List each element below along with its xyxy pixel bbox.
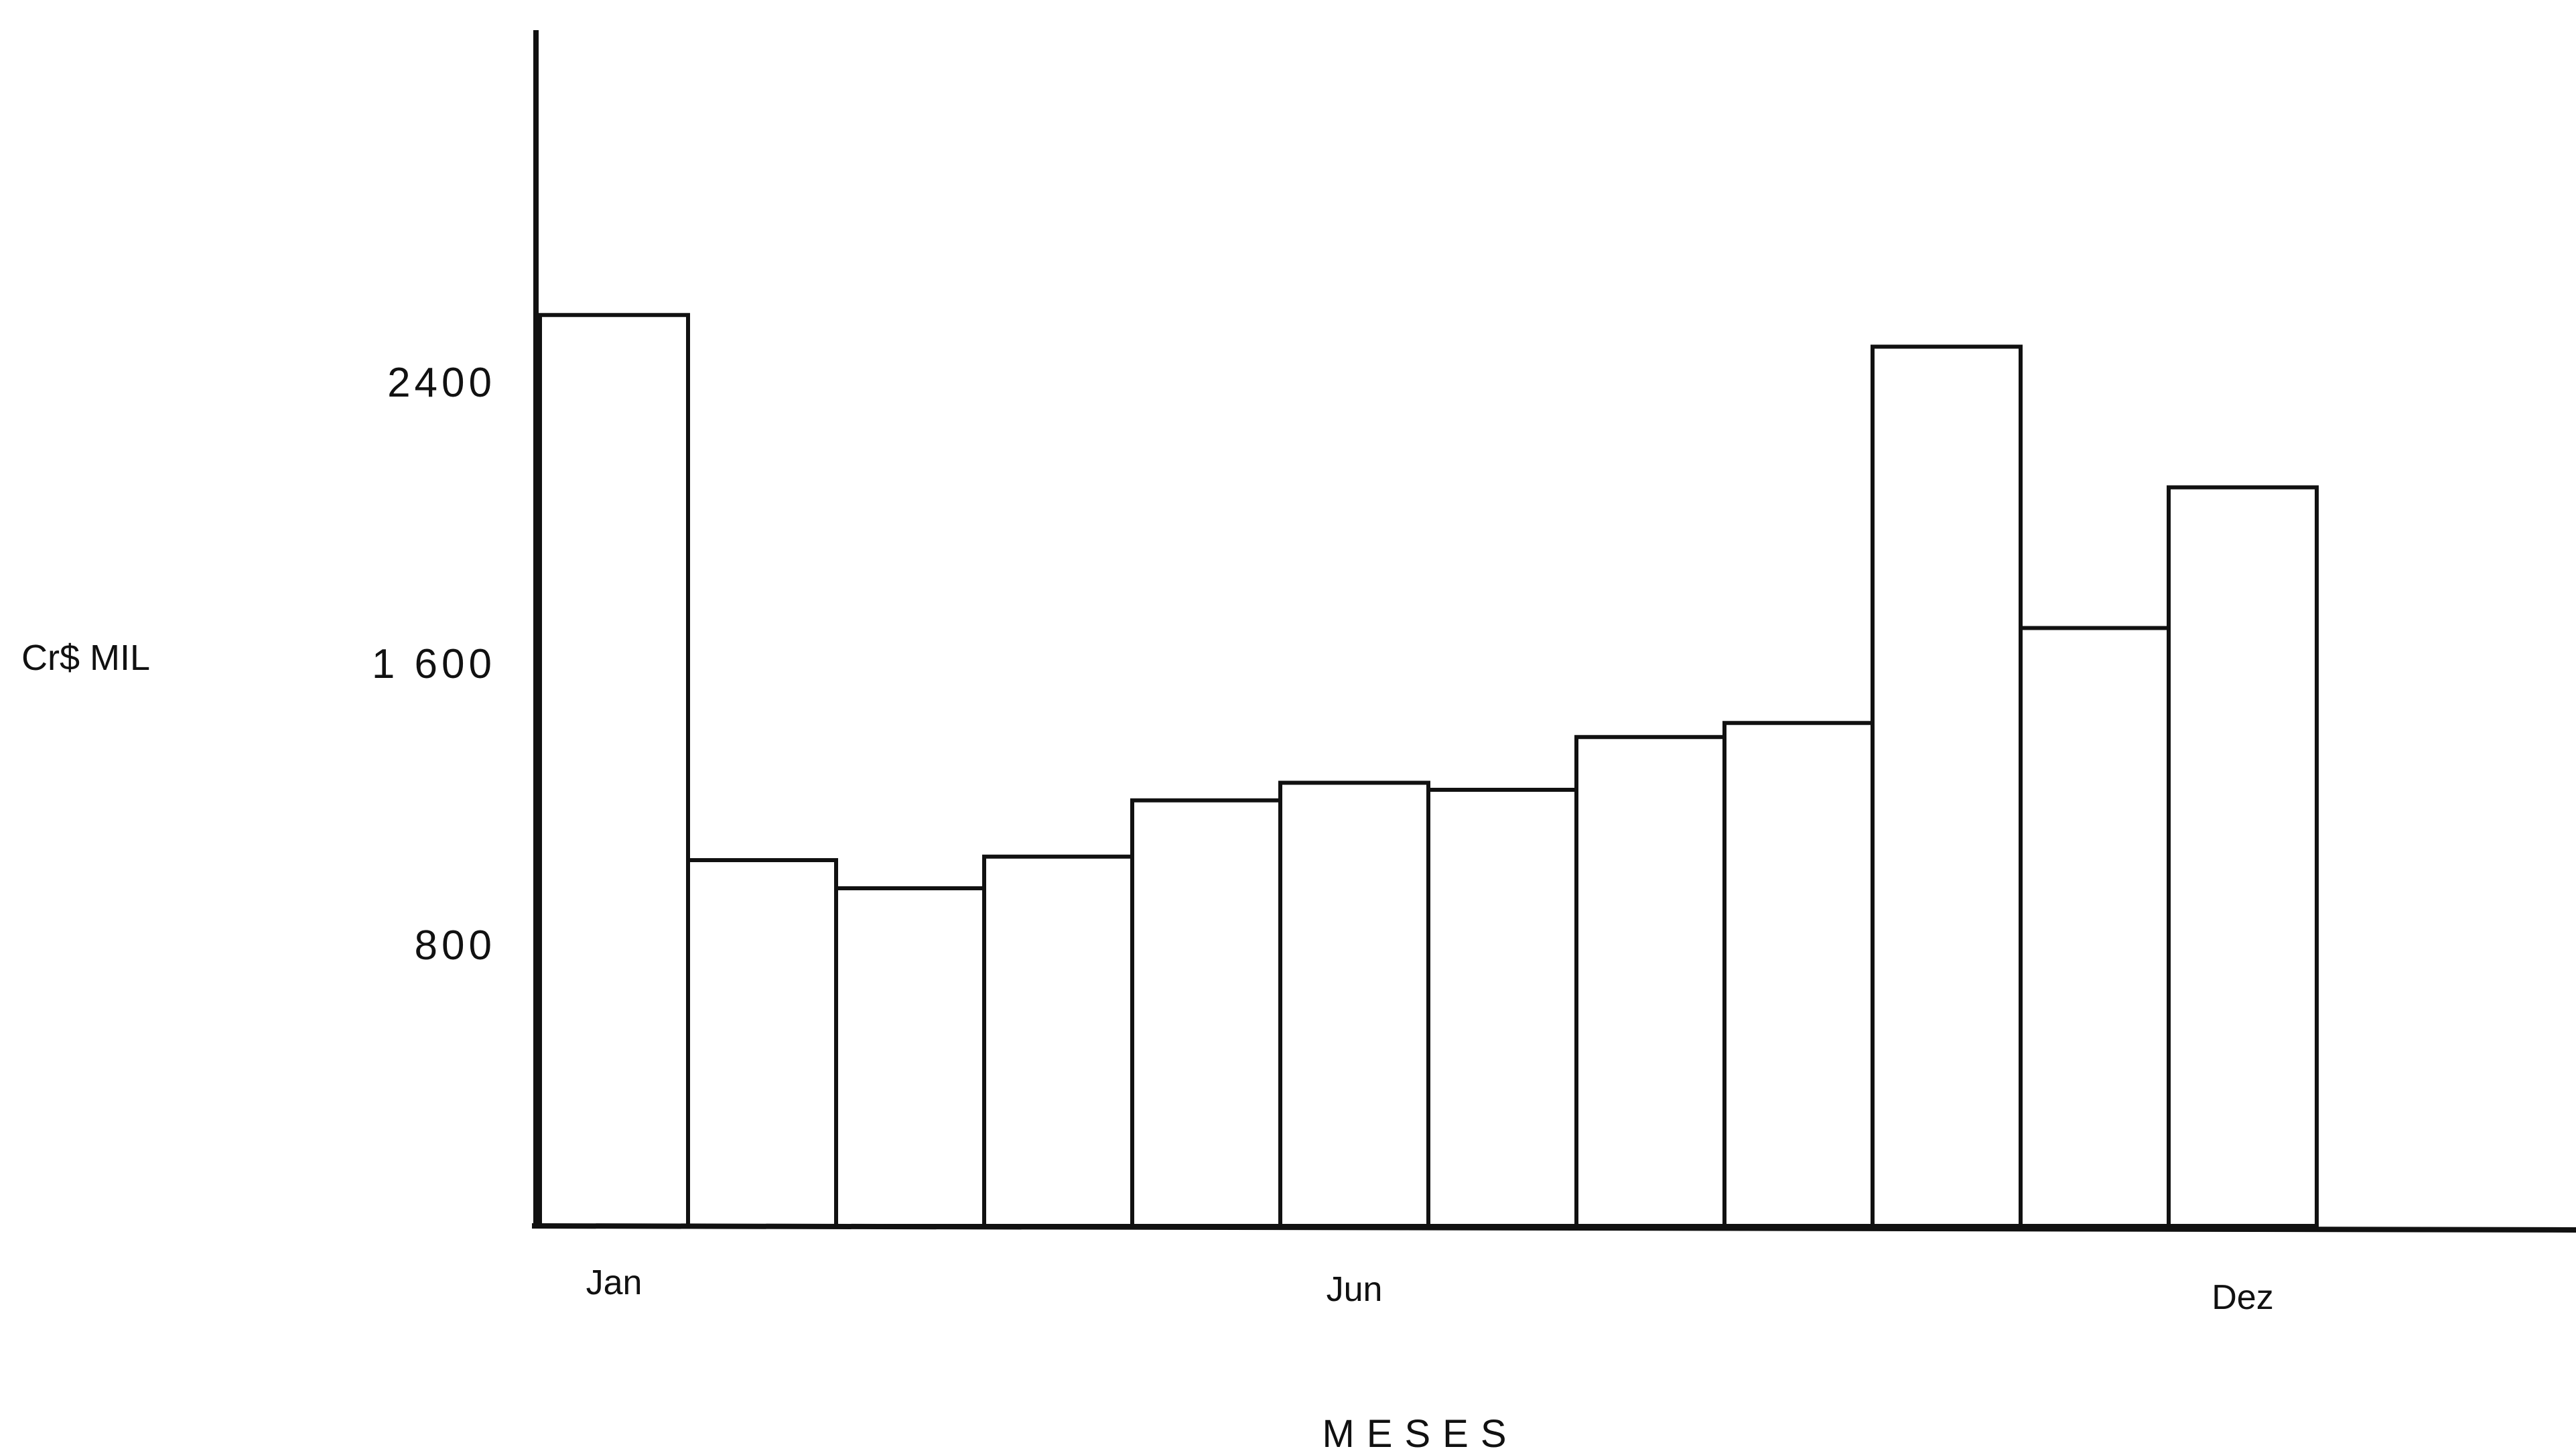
y-tick-label: 1 600 [372,641,496,687]
bar-3 [834,886,986,1228]
bar-9 [1722,721,1875,1228]
bar-7 [1426,788,1578,1228]
category-label-jun: Jun [1327,1270,1383,1309]
bars-group [538,313,2319,1228]
category-label-dez: Dez [2212,1278,2273,1317]
bar-2 [686,858,838,1228]
bar-6 [1278,780,1430,1228]
y-tick-labels: 800 1 600 2400 [372,360,496,969]
bar-1 [538,313,690,1228]
bar-4 [982,854,1134,1228]
bar-8 [1574,735,1726,1228]
x-axis [531,1223,2576,1233]
category-labels: Jan Jun Dez [586,1263,2274,1317]
bar-11 [2019,626,2171,1228]
y-tick-label: 800 [415,922,496,969]
x-axis-label: MESES [1322,1412,1518,1455]
bar-10 [1871,344,2023,1228]
y-tick-label: 2400 [387,360,496,406]
category-label-jan: Jan [586,1263,642,1302]
bar-12 [2167,485,2319,1228]
y-axis-label: Cr$ MIL [21,638,150,678]
bar-5 [1130,798,1282,1228]
